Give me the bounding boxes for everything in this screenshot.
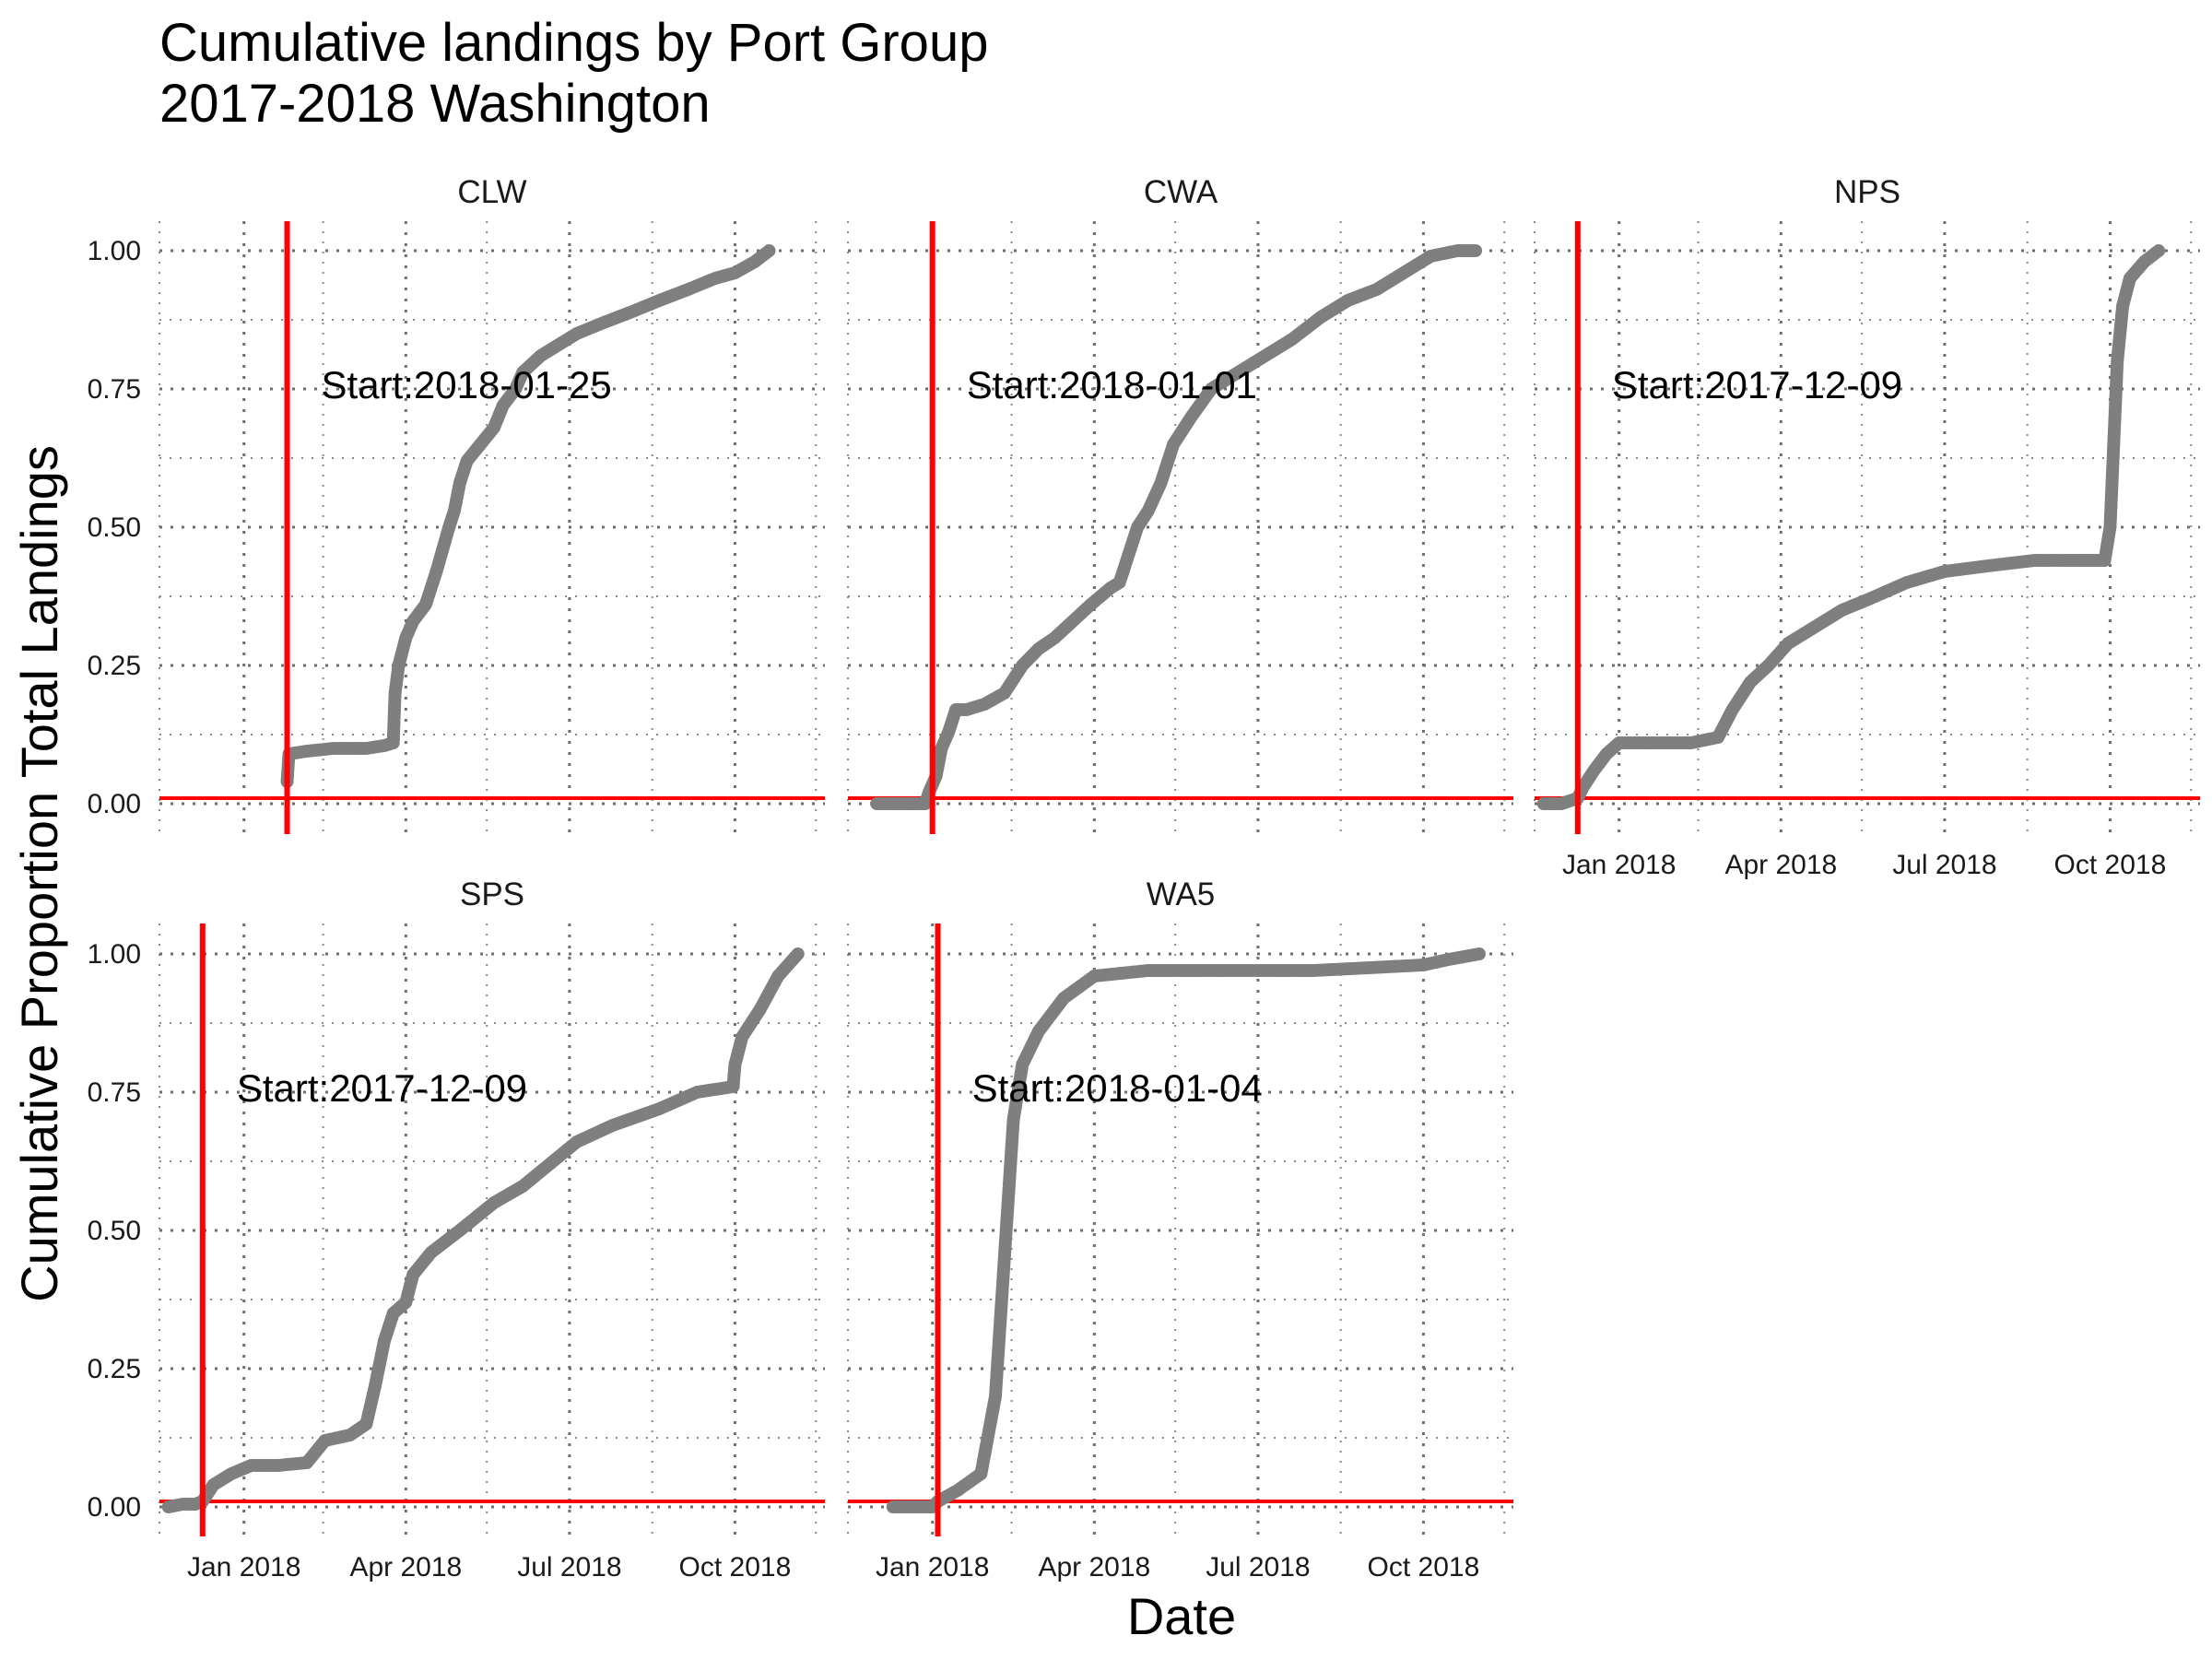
strip-label: NPS: [1834, 174, 1900, 210]
x-tick-label: Oct 2018: [1368, 1552, 1480, 1583]
series-points: [161, 947, 805, 1513]
data-point: [791, 947, 805, 960]
panel-wa5: WA5 Jan 2018 Apr 2018 Jul 2018 Oct 2018 Start…: [847, 877, 1513, 1583]
start-annotation: Start:2017-12-09: [237, 1066, 527, 1110]
x-tick-label: Jul 2018: [1892, 850, 1996, 880]
y-axis-title: Cumulative Proportion Total Landings: [10, 445, 68, 1302]
x-tick-label: Oct 2018: [2054, 850, 2167, 880]
data-point: [2152, 244, 2166, 257]
data-point: [1469, 244, 1483, 257]
chart-title: Cumulative landings by Port Group: [159, 13, 988, 73]
panel-sps: SPS 0.00 0.25 0.50 0.75 1.00 Jan 2018 Apr 2018 J…: [88, 877, 825, 1583]
x-tick-label: Jul 2018: [1206, 1552, 1310, 1583]
x-axis-title: Date: [1127, 1587, 1236, 1645]
start-annotation: Start:2018-01-01: [967, 363, 1257, 406]
chart-subtitle: 2017-2018 Washington: [159, 74, 711, 134]
x-tick-label: Jan 2018: [1562, 850, 1676, 880]
y-tick-label: 1.00: [88, 236, 141, 266]
panels-layer: CLW0.000.250.500.751.00Start:2018-01-25C…: [88, 174, 2200, 1583]
series-points: [280, 244, 776, 788]
data-point: [1472, 947, 1486, 960]
strip-label: SPS: [460, 877, 524, 912]
panel-nps: NPS Jan 2018 Apr 2018 Jul 2018 Oct 2018 Start…: [1534, 174, 2200, 880]
series-points: [1536, 244, 2166, 810]
x-tick-label: Oct 2018: [679, 1552, 792, 1583]
series-points: [886, 947, 1486, 1513]
x-tick-label: Jan 2018: [187, 1552, 300, 1583]
y-tick-label: 0.50: [88, 1216, 141, 1246]
y-tick-label: 0.00: [88, 789, 141, 819]
y-tick-label: 0.75: [88, 374, 141, 405]
y-tick-label: 0.25: [88, 1354, 141, 1384]
panel-clw: CLW 0.00 0.25 0.50 0.75 1.00 Start:2018-01-25: [88, 174, 825, 834]
panel-cwa: CWA Start:2018-01-01: [847, 174, 1513, 834]
strip-label: CLW: [457, 174, 526, 210]
data-point: [762, 244, 776, 257]
x-tick-label: Apr 2018: [349, 1552, 462, 1583]
start-annotation: Start:2017-12-09: [1612, 363, 1902, 406]
x-tick-label: Jul 2018: [517, 1552, 621, 1583]
start-annotation: Start:2018-01-04: [972, 1066, 1263, 1110]
start-annotation: Start:2018-01-25: [322, 363, 612, 406]
y-tick-label: 0.75: [88, 1077, 141, 1108]
strip-label: WA5: [1147, 877, 1216, 912]
strip-label: CWA: [1144, 174, 1218, 210]
y-tick-label: 0.00: [88, 1492, 141, 1523]
y-tick-label: 0.50: [88, 512, 141, 543]
y-tick-label: 1.00: [88, 939, 141, 970]
x-tick-label: Apr 2018: [1724, 850, 1837, 880]
series-points: [870, 244, 1483, 810]
x-tick-label: Apr 2018: [1038, 1552, 1150, 1583]
y-tick-label: 0.25: [88, 651, 141, 681]
x-tick-label: Jan 2018: [876, 1552, 989, 1583]
